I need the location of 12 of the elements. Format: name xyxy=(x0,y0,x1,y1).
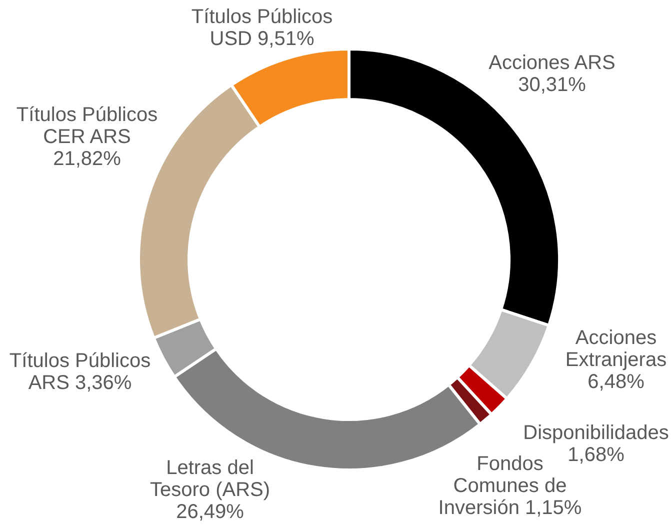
data-label: 26,49% xyxy=(176,501,244,523)
data-label: 1,68% xyxy=(568,444,625,466)
slice-label: Disponibilidades xyxy=(523,422,669,444)
slice-label: Títulos Públicos USD 9,51% xyxy=(191,6,333,50)
slice-label: Acciones ARS xyxy=(488,52,616,74)
data-label: 21,82% xyxy=(53,148,122,170)
slice-label: Títulos Públicos ARS 3,36% xyxy=(9,350,151,394)
data-label: 6,48% xyxy=(588,371,645,393)
slice-label: Títulos Públicos CER ARS xyxy=(16,104,158,148)
data-label: 30,31% xyxy=(518,74,586,96)
slice-label: Letras del Tesoro (ARS) xyxy=(150,457,270,501)
slice-label: Acciones Extranjeras xyxy=(565,327,667,371)
